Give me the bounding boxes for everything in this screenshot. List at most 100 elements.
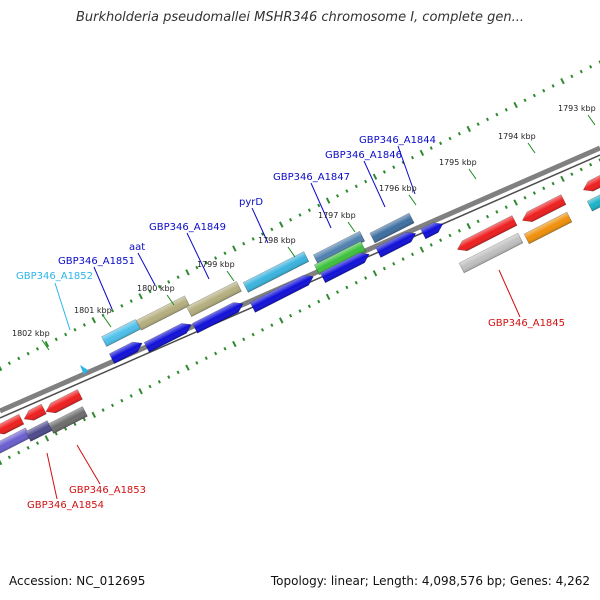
gene-arrow-shade	[192, 302, 244, 334]
topology-text: Topology: linear; Length: 4,098,576 bp; …	[270, 574, 590, 588]
scale-tick-lower	[214, 351, 218, 356]
gene-label[interactable]: GBP346_A1852	[16, 271, 93, 282]
gene-arrow[interactable]	[319, 249, 371, 284]
gene-arrow[interactable]	[523, 211, 573, 245]
gene-arrow[interactable]	[586, 194, 600, 212]
scale-tick-lower	[204, 356, 208, 360]
gene-label[interactable]: GBP346_A1854	[27, 500, 104, 511]
scale-tick-lower	[317, 299, 321, 304]
scale-tick-lower	[457, 228, 461, 233]
scale-tick-lower	[73, 422, 77, 427]
scale-tick-upper	[325, 197, 331, 204]
gene-label[interactable]: GBP346_A1849	[149, 222, 226, 233]
label-leader-line	[76, 444, 101, 485]
gene-label[interactable]: GBP346_A1847	[273, 172, 350, 183]
gene-arrow[interactable]	[0, 413, 25, 437]
gene-arrow[interactable]	[101, 319, 141, 347]
scale-tick-lower	[129, 394, 133, 398]
gene-arrow[interactable]	[25, 420, 53, 442]
scale-tick-lower	[0, 458, 3, 466]
gene-arrow-shade	[243, 251, 309, 293]
scale-tick-upper	[532, 93, 536, 98]
gene-arrow-shade	[457, 215, 518, 251]
gene-arrow-shade	[313, 231, 365, 265]
gene-features	[0, 172, 600, 455]
kbp-pointer	[347, 221, 356, 233]
gene-label[interactable]: GBP346_A1844	[359, 135, 436, 146]
scale-tick-upper	[476, 122, 480, 126]
selected-gene-marker[interactable]	[80, 365, 88, 375]
gene-arrow[interactable]	[312, 230, 366, 266]
scale-tick-lower	[91, 411, 97, 418]
gene-arrow[interactable]	[369, 212, 415, 244]
scale-tick-upper	[185, 269, 190, 276]
scale-tick-upper	[278, 221, 284, 228]
gene-arrow-shade	[0, 427, 31, 455]
gene-arrow[interactable]	[186, 280, 242, 318]
gene-arrow[interactable]	[249, 272, 316, 313]
gene-arrow[interactable]	[143, 320, 194, 353]
scale-tick-lower	[364, 276, 368, 280]
gene-arrow[interactable]	[458, 232, 524, 274]
scale-tick-lower	[44, 435, 50, 442]
kbp-label: 1800 kbp	[137, 284, 175, 293]
scale-tick-upper	[560, 77, 565, 85]
scale-tick-lower	[17, 450, 21, 455]
scale-tick-lower	[504, 205, 508, 209]
gene-arrow[interactable]	[48, 406, 88, 434]
kbp-label: 1796 kbp	[379, 184, 417, 193]
scale-tick-upper	[157, 284, 161, 289]
gene-arrow[interactable]	[420, 219, 446, 240]
scale-tick-upper	[0, 364, 3, 372]
gene-label[interactable]: pyrD	[239, 197, 263, 208]
gene-arrow-shade	[46, 389, 83, 413]
scale-tick-lower	[532, 191, 536, 195]
gene-arrow[interactable]	[192, 299, 245, 334]
gene-arrow[interactable]	[455, 215, 518, 255]
gene-label[interactable]: GBP346_A1853	[69, 485, 146, 496]
scale-tick-lower	[579, 167, 583, 172]
scale-tick-lower	[298, 309, 302, 313]
scale-tick-upper	[298, 213, 302, 217]
scale-tick-upper	[551, 84, 555, 88]
scale-tick-upper	[542, 88, 546, 93]
kbp-label: 1802 kbp	[12, 329, 50, 338]
scale-tick-lower	[589, 162, 593, 167]
gene-label[interactable]: GBP346_A1851	[58, 256, 135, 267]
gene-arrow[interactable]	[22, 403, 47, 424]
scale-tick-lower	[110, 403, 115, 408]
gene-arrow[interactable]	[520, 194, 567, 226]
scale-tick-lower	[495, 210, 499, 214]
scale-tick-upper	[364, 179, 368, 184]
scale-tick-lower	[335, 290, 340, 294]
gene-arrow[interactable]	[581, 172, 600, 195]
scale-tick-lower	[35, 441, 40, 445]
scale-tick-upper	[448, 136, 452, 141]
gene-label[interactable]: GBP346_A1845	[488, 318, 565, 329]
gene-arrow-shade	[109, 342, 143, 364]
scale-tick-upper	[242, 241, 246, 246]
kbp-pointer	[527, 142, 536, 154]
scale-tick-lower	[570, 172, 574, 176]
gene-arrow[interactable]	[375, 229, 418, 258]
gene-arrow[interactable]	[313, 240, 367, 276]
scale-tick-lower	[7, 455, 11, 460]
gene-label[interactable]: GBP346_A1846	[325, 150, 402, 161]
scale-tick-upper	[91, 317, 97, 324]
gene-arrow[interactable]	[44, 389, 83, 416]
scale-tick-upper	[120, 304, 124, 308]
scale-tick-upper	[335, 194, 340, 198]
kbp-pointer	[166, 294, 175, 306]
scale-tick-upper	[7, 361, 11, 366]
kbp-label: 1798 kbp	[258, 236, 296, 245]
scale-tick-upper	[485, 117, 490, 122]
gene-arrow[interactable]	[242, 251, 310, 293]
label-leaders	[41, 114, 596, 500]
label-leader-line	[46, 452, 58, 500]
scale-tick-upper	[251, 237, 255, 241]
gene-arrow[interactable]	[108, 338, 144, 365]
gene-label[interactable]: aat	[129, 242, 145, 253]
scale-tick-upper	[372, 173, 378, 180]
scale-tick-upper	[110, 308, 115, 313]
